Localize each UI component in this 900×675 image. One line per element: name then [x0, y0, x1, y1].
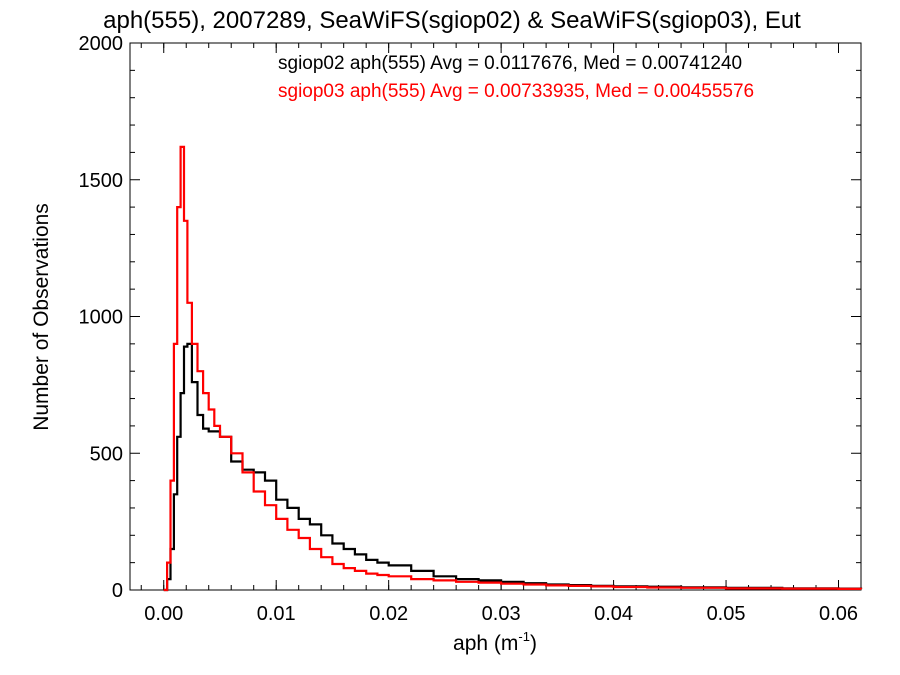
y-tick-label: 500	[90, 443, 123, 465]
legend-entry-sgiop02: sgiop02 aph(555) Avg = 0.0117676, Med = …	[278, 53, 742, 74]
x-tick-label: 0.04	[594, 603, 633, 625]
x-tick-label: 0.03	[482, 603, 521, 625]
chart-title: aph(555), 2007289, SeaWiFS(sgiop02) & Se…	[103, 7, 801, 34]
x-axis-ticks: 0.00 0.01 0.02 0.03 0.04 0.05 0.06	[140, 43, 858, 625]
plot-frame	[129, 42, 862, 591]
series-line-sgiop03	[163, 145, 863, 592]
y-axis-ticks: 0 500 1000 1500 2000	[79, 33, 861, 602]
y-tick-label: 1500	[79, 170, 124, 192]
x-tick-label: 0.01	[257, 603, 296, 625]
x-tick-label: 0.02	[369, 603, 408, 625]
y-axis-title: Number of Observations	[30, 203, 53, 431]
legend-entry-sgiop03: sgiop03 aph(555) Avg = 0.00733935, Med =…	[278, 81, 754, 102]
x-axis-title-main: aph (m	[453, 632, 518, 655]
x-axis-title: aph (m-1)	[453, 629, 537, 655]
y-tick-label: 2000	[79, 33, 124, 55]
x-axis-title-close: )	[530, 632, 537, 655]
x-tick-label: 0.05	[707, 603, 746, 625]
y-tick-label: 0	[112, 580, 123, 602]
y-tick-label: 1000	[79, 307, 124, 329]
series-line-sgiop02	[163, 342, 863, 592]
series-layer	[163, 145, 863, 592]
x-tick-label: 0.06	[819, 603, 858, 625]
x-tick-label: 0.00	[144, 603, 183, 625]
x-axis-title-superscript: -1	[518, 629, 530, 644]
